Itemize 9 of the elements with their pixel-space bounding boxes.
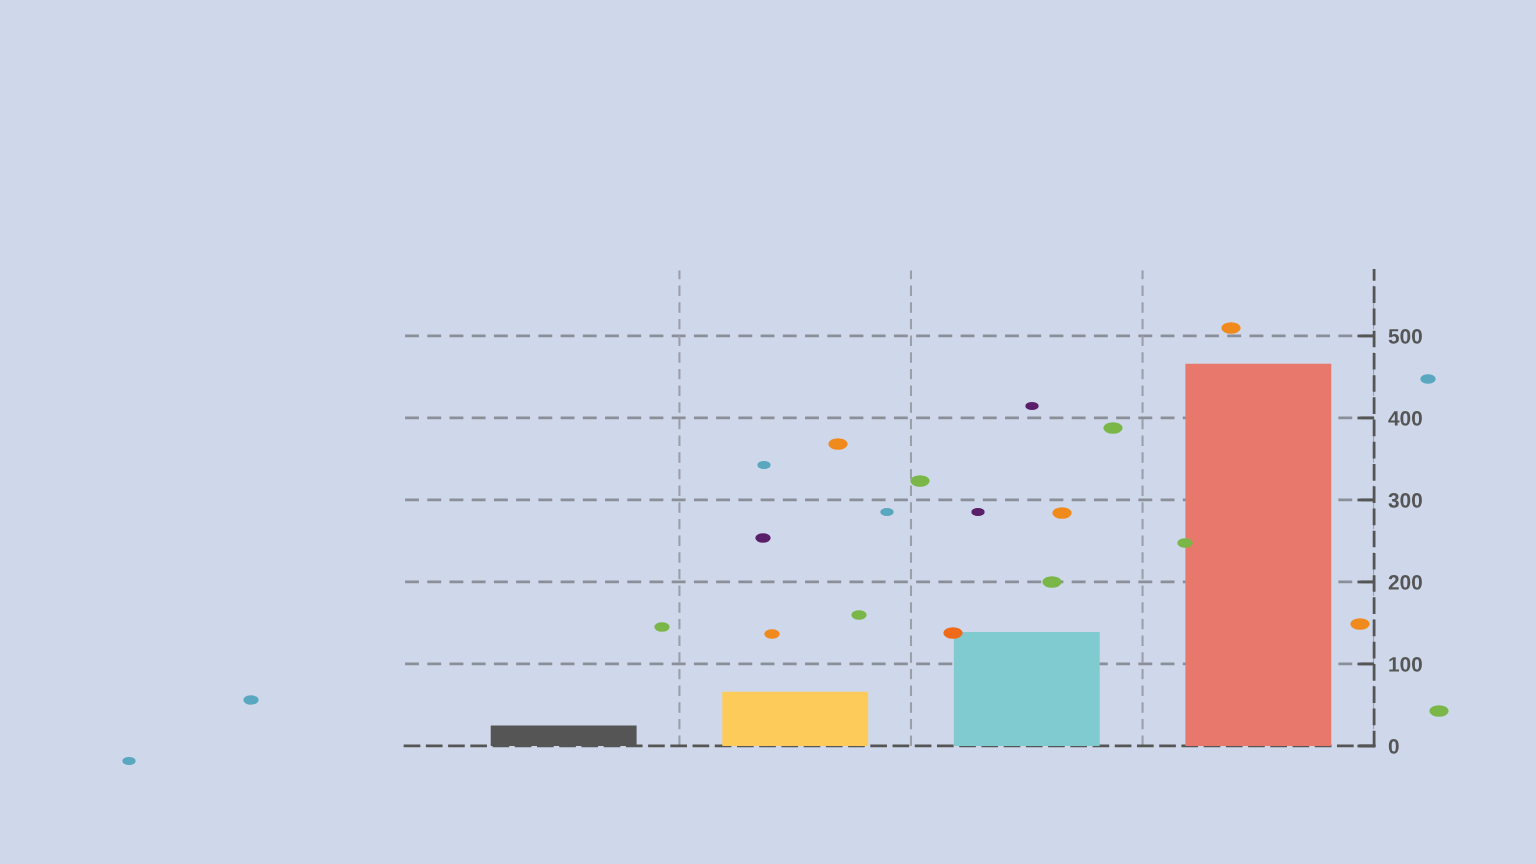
y-tick-label: 300 — [1388, 492, 1422, 508]
y-tick-label: 200 — [1388, 574, 1422, 590]
bar — [1185, 363, 1332, 746]
y-tick-label: 500 — [1388, 328, 1422, 344]
y-tick-label: 100 — [1389, 656, 1422, 672]
bar — [953, 631, 1100, 746]
y-tick-label: 0 — [1388, 738, 1399, 754]
bar — [722, 691, 869, 746]
y-tick-label: 400 — [1388, 410, 1422, 426]
